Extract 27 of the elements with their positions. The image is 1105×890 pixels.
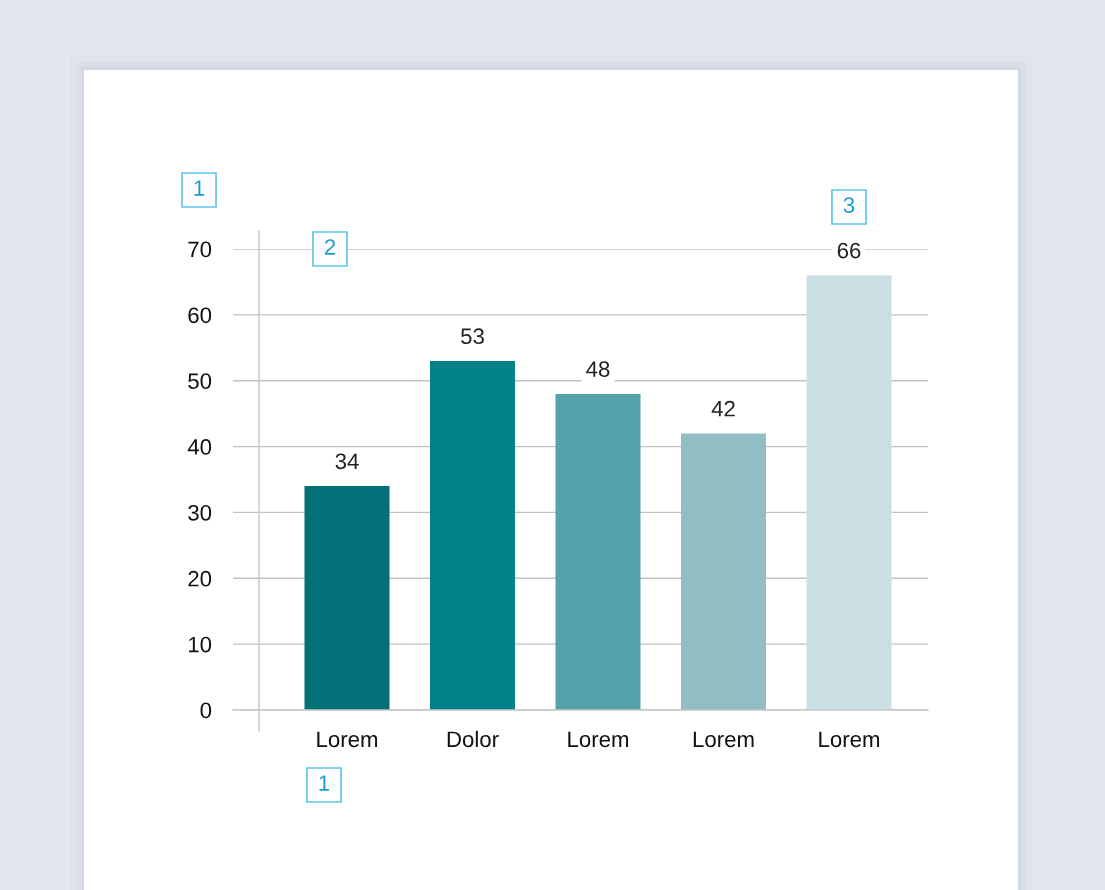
text: 1	[194, 180, 205, 196]
x-tick-label: Lorem	[693, 731, 754, 748]
y-tick-label: 60	[188, 307, 212, 324]
text: 1	[319, 775, 330, 791]
y-tick-label: 10	[188, 636, 212, 653]
data-label: 42	[711, 400, 735, 417]
bar	[681, 433, 766, 710]
x-tick-label: Lorem	[819, 731, 880, 748]
y-tick-label: 70	[188, 241, 212, 258]
x-tick-label: Lorem	[317, 731, 378, 748]
bar	[806, 275, 892, 710]
y-tick-label: 50	[188, 373, 212, 389]
y-tick-label: 40	[187, 439, 212, 455]
x-tick-label: Lorem	[568, 731, 629, 748]
y-tick-label: 0	[200, 702, 212, 719]
data-label: 66	[837, 242, 861, 259]
bar	[555, 393, 641, 710]
x-tick-label: Dolor	[447, 730, 499, 748]
data-label: 53	[461, 328, 484, 345]
annotation: 2	[324, 239, 336, 255]
bar	[304, 486, 390, 710]
bar	[430, 360, 515, 710]
data-label: 48	[586, 361, 610, 377]
text: 3	[843, 197, 855, 213]
data-label: 34	[335, 453, 359, 470]
y-tick-label: 20	[188, 570, 212, 587]
y-tick-label: 30	[188, 504, 212, 521]
